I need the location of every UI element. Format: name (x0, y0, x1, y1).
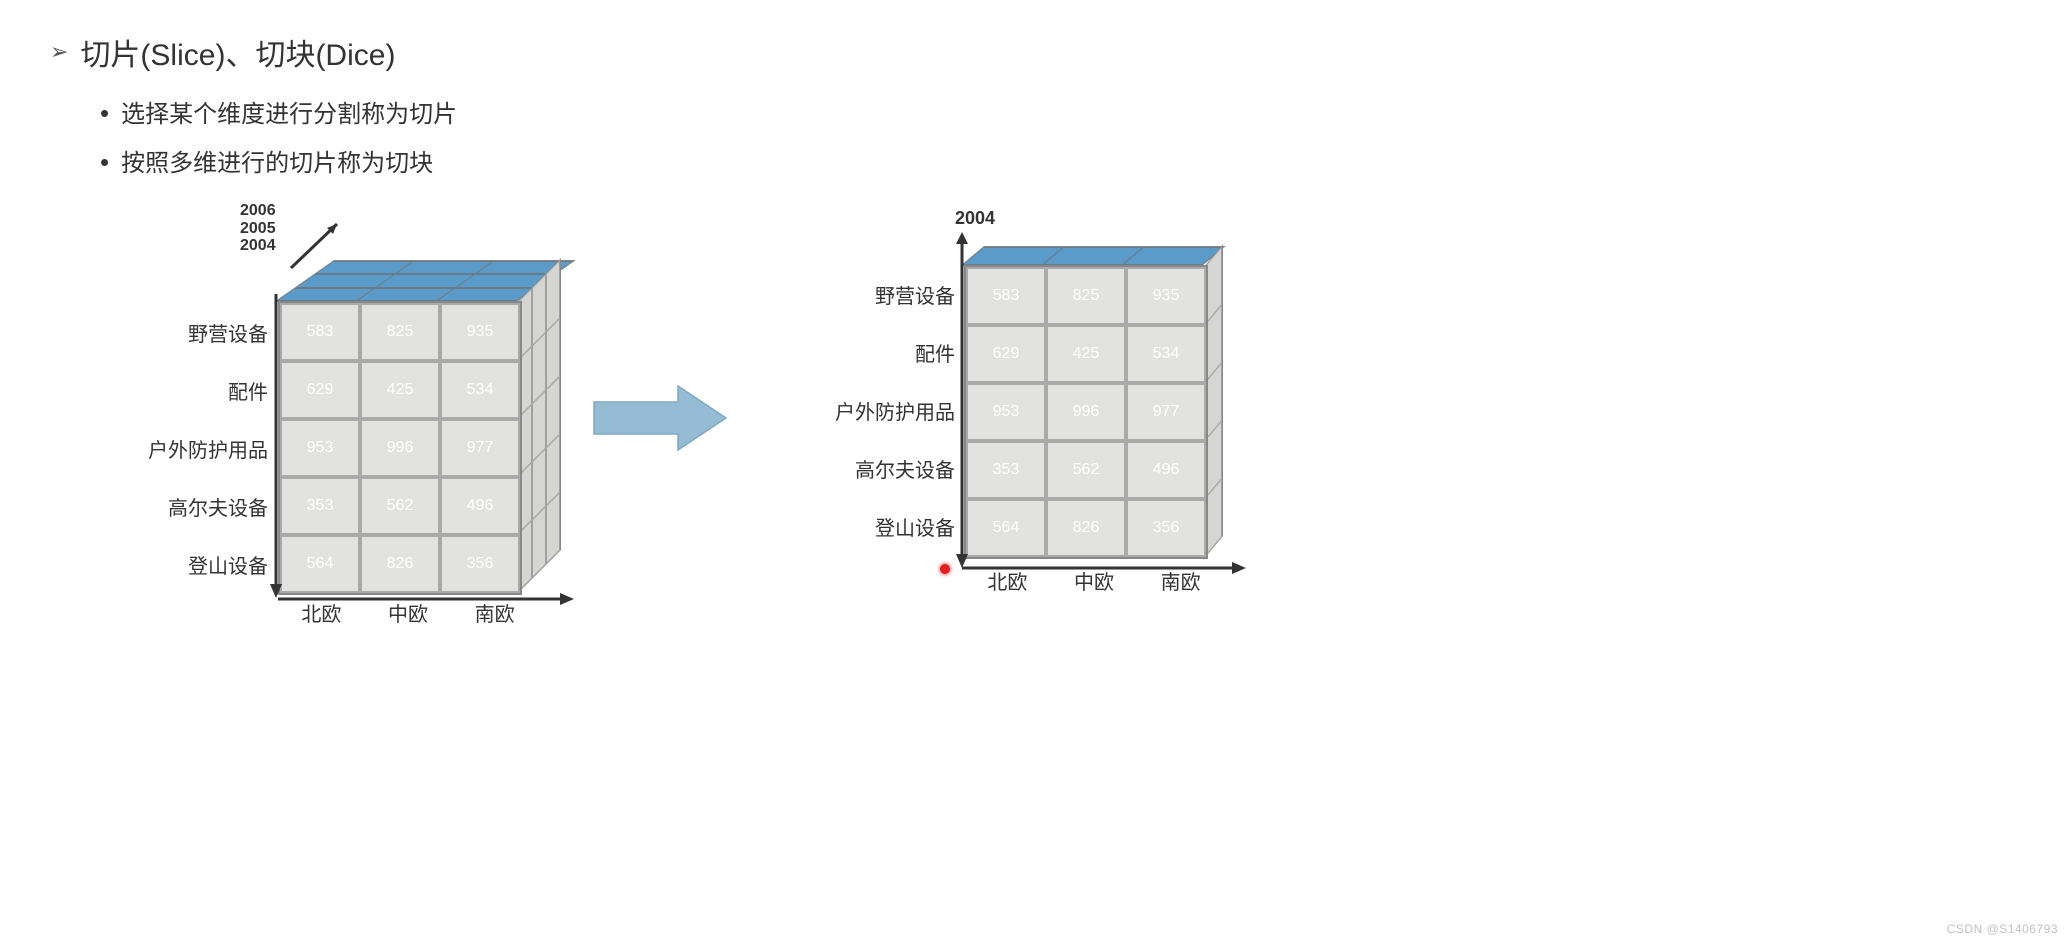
slice-y-axis-labels: 野营设备 配件 户外防护用品 高尔夫设备 登山设备 (800, 265, 955, 555)
cube-cell: 562 (360, 477, 440, 535)
cube-cell: 977 (440, 419, 520, 477)
y-label: 野营设备 (875, 280, 955, 309)
cube-side-cell (532, 506, 546, 578)
cube-z-labels: 2006 2005 2004 (240, 202, 276, 255)
bullet-item: 选择某个维度进行分割称为切片 (100, 94, 2028, 129)
y-label: 高尔夫设备 (855, 454, 955, 483)
slice-cell: 953 (966, 383, 1046, 441)
y-label: 户外防护用品 (835, 396, 955, 425)
x-label: 北欧 (987, 566, 1027, 595)
slice-cell: 826 (1046, 499, 1126, 557)
slide-heading: ➢ 切片(Slice)、切块(Dice) (50, 30, 2028, 74)
bullet-list: 选择某个维度进行分割称为切片 按照多维进行的切片称为切块 (100, 94, 2028, 178)
cube-x-axis-labels: 北欧 中欧 南欧 (278, 598, 538, 627)
slice-panel: 2004 58382593562942553495399697735356249… (800, 208, 1200, 628)
cube-cell: 356 (440, 535, 520, 593)
bullet-chevron-icon: ➢ (50, 39, 68, 65)
y-label: 配件 (915, 338, 955, 367)
cursor-dot-icon (940, 564, 950, 574)
slice-cell: 825 (1046, 267, 1126, 325)
y-label: 登山设备 (188, 550, 268, 579)
slice-cell: 534 (1126, 325, 1206, 383)
heading-text: 切片(Slice)、切块(Dice) (80, 30, 395, 74)
watermark-text: CSDN @S1406793 (1947, 922, 2058, 936)
slice-cell: 425 (1046, 325, 1126, 383)
y-label: 高尔夫设备 (168, 492, 268, 521)
bullet-item: 按照多维进行的切片称为切块 (100, 143, 2028, 178)
transition-arrow (590, 382, 730, 454)
cube-side-cell (546, 492, 560, 564)
cube-y-axis-labels: 野营设备 配件 户外防护用品 高尔夫设备 登山设备 (100, 303, 268, 593)
y-axis-arrow-icon (268, 292, 288, 602)
cube-cell: 583 (280, 303, 360, 361)
slice-x-axis-labels: 北欧 中欧 南欧 (964, 566, 1224, 595)
slice-cell: 562 (1046, 441, 1126, 499)
slice-cell: 996 (1046, 383, 1126, 441)
cube-cell: 534 (440, 361, 520, 419)
cube-cell: 629 (280, 361, 360, 419)
cube-panel: 2006 2005 2004 5838259356294255349539969… (100, 208, 520, 628)
cube-cell: 564 (280, 535, 360, 593)
diagram-row: 2006 2005 2004 5838259356294255349539969… (100, 208, 2028, 628)
x-label: 南欧 (475, 598, 515, 627)
slice-z-label: 2004 (955, 208, 995, 229)
x-label: 南欧 (1161, 566, 1201, 595)
slice-cell: 629 (966, 325, 1046, 383)
x-label: 北欧 (301, 598, 341, 627)
cube-cell: 353 (280, 477, 360, 535)
x-label: 中欧 (1074, 566, 1114, 595)
y-label: 户外防护用品 (148, 434, 268, 463)
slice-cell: 564 (966, 499, 1046, 557)
cube-cell: 496 (440, 477, 520, 535)
cube-cell: 996 (360, 419, 440, 477)
slice-cell: 583 (966, 267, 1046, 325)
cube-side-face (517, 258, 561, 594)
cube-cell: 935 (440, 303, 520, 361)
cube-front-grid: 583825935 629425534 953996977 353562496 5648… (278, 301, 522, 595)
slice-cell: 935 (1126, 267, 1206, 325)
slice-cell: 356 (1126, 499, 1206, 557)
slice-top-face (960, 246, 1226, 266)
slice-cell: 977 (1126, 383, 1206, 441)
cube-cell: 825 (360, 303, 440, 361)
slice-cell: 353 (966, 441, 1046, 499)
slice-cell: 496 (1126, 441, 1206, 499)
y-axis-arrow-icon (954, 232, 974, 572)
x-label: 中欧 (388, 598, 428, 627)
z-label: 2006 (240, 202, 276, 220)
y-label: 配件 (228, 376, 268, 405)
z-label: 2004 (240, 237, 276, 255)
cube-cell: 425 (360, 361, 440, 419)
slice-front-grid: 583825935 629425534 953996977 353562496 5648… (964, 265, 1208, 559)
cube-cell: 953 (280, 419, 360, 477)
y-label: 野营设备 (188, 318, 268, 347)
arrow-right-icon (590, 382, 730, 454)
arrow-shape (594, 386, 726, 450)
cube-cell: 826 (360, 535, 440, 593)
y-label: 登山设备 (875, 512, 955, 541)
z-label: 2005 (240, 220, 276, 238)
